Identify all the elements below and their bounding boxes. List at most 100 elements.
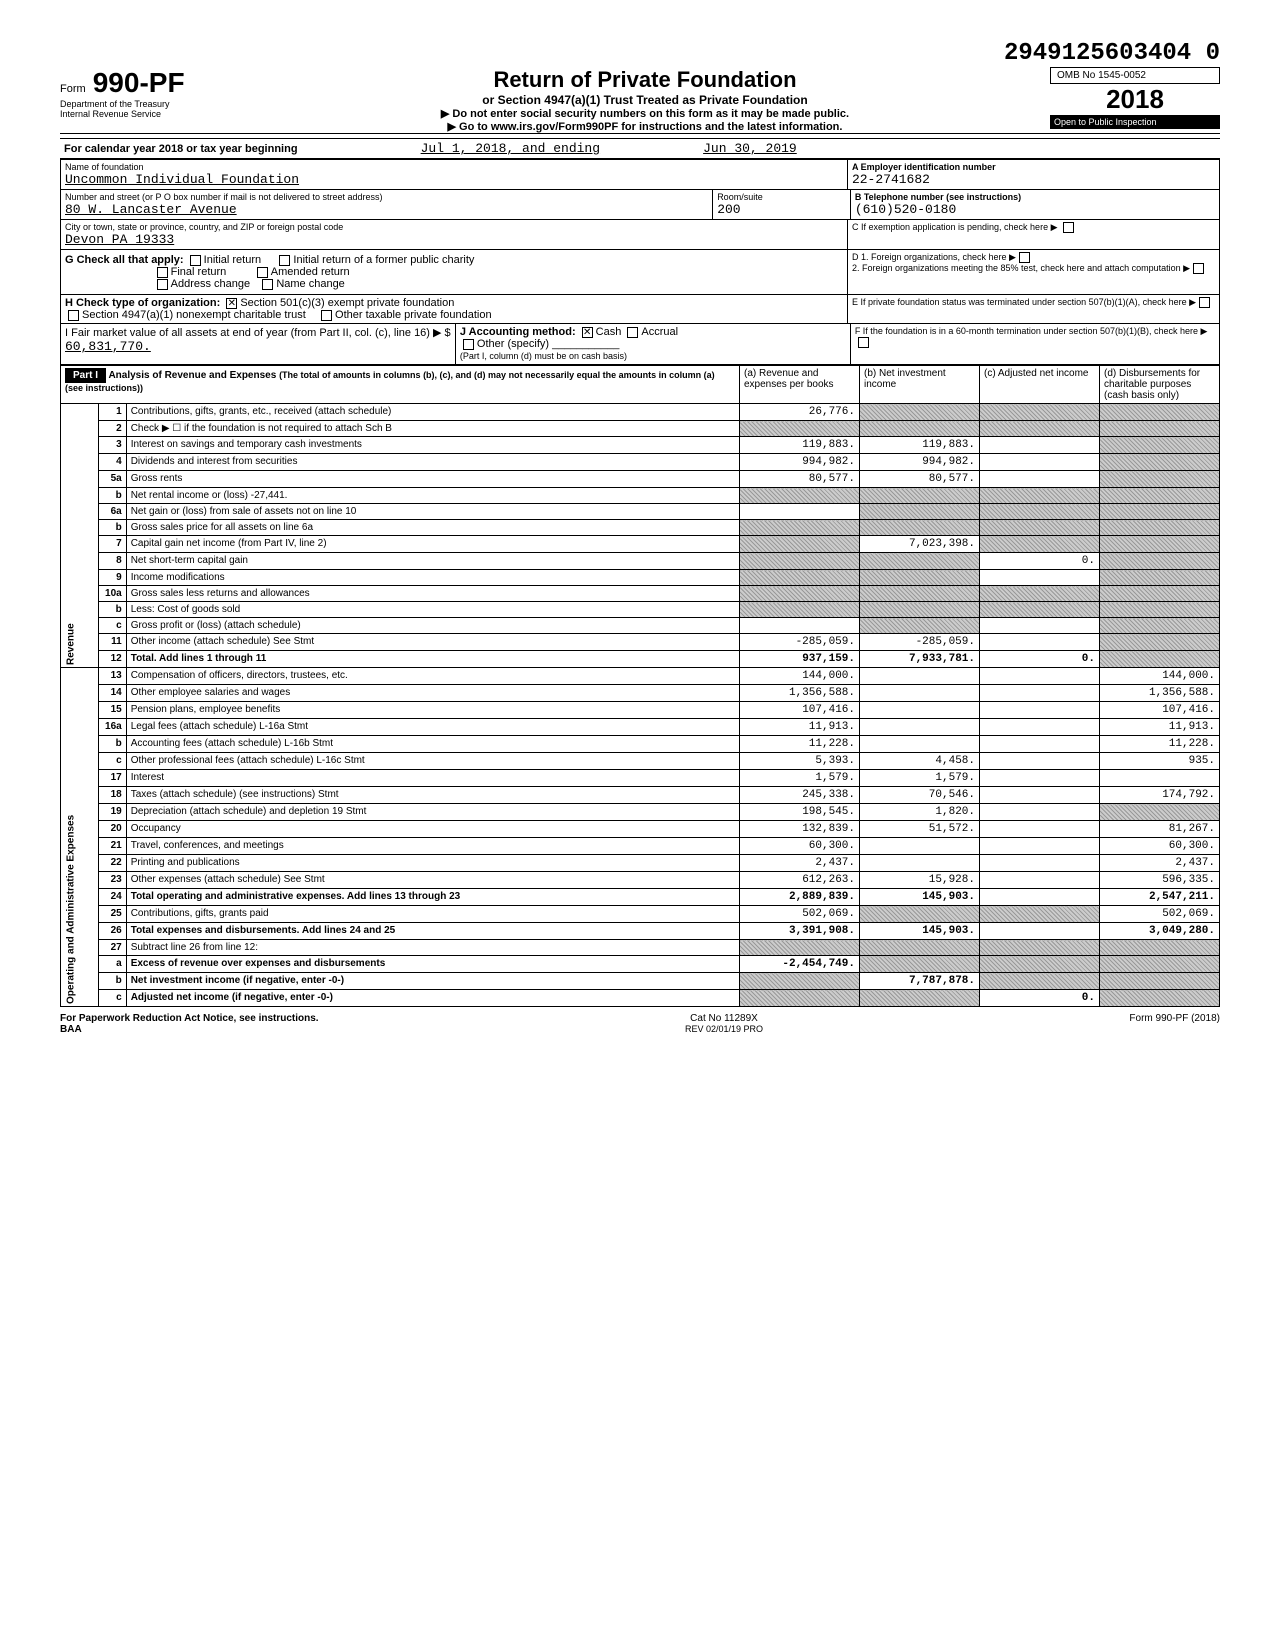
cell-col-d (1100, 553, 1220, 570)
h-label: H Check type of organization: (65, 297, 220, 309)
j-other: Other (specify) (477, 338, 549, 350)
line-number: b (98, 488, 126, 504)
cell-col-b (860, 404, 980, 421)
cell-col-b (860, 504, 980, 520)
cell-col-d: 60,300. (1100, 838, 1220, 855)
cell-col-c (980, 668, 1100, 685)
table-row: 6aNet gain or (loss) from sale of assets… (61, 504, 1220, 520)
cell-col-a: 994,982. (740, 454, 860, 471)
j-cash-checkbox[interactable] (582, 327, 593, 338)
line-number: b (98, 520, 126, 536)
cell-col-d (1100, 770, 1220, 787)
c-label: C If exemption application is pending, c… (852, 222, 1215, 233)
dept-treasury: Department of the Treasury (60, 99, 240, 109)
g-addr-change-checkbox[interactable] (157, 279, 168, 290)
line-number: 12 (98, 651, 126, 668)
line-number: 1 (98, 404, 126, 421)
cell-col-b (860, 553, 980, 570)
cell-col-a: 2,437. (740, 855, 860, 872)
line-number: 22 (98, 855, 126, 872)
g-final-checkbox[interactable] (157, 267, 168, 278)
line-description: Subtract line 26 from line 12: (126, 940, 739, 956)
cell-col-b (860, 586, 980, 602)
table-row: 2Check ▶ ☐ if the foundation is not requ… (61, 421, 1220, 437)
footer-rev: REV 02/01/19 PRO (685, 1024, 763, 1034)
cell-col-b (860, 602, 980, 618)
f-checkbox[interactable] (858, 337, 869, 348)
line-number: 6a (98, 504, 126, 520)
cell-col-c (980, 404, 1100, 421)
cell-col-b (860, 421, 980, 437)
dept-irs: Internal Revenue Service (60, 109, 240, 119)
table-row: 8Net short-term capital gain0. (61, 553, 1220, 570)
h-501c3-checkbox[interactable] (226, 298, 237, 309)
line-description: Printing and publications (126, 855, 739, 872)
part1-header: Part I (65, 368, 106, 383)
cell-col-a: 245,338. (740, 787, 860, 804)
cell-col-d (1100, 504, 1220, 520)
part1-title: Analysis of Revenue and Expenses (108, 370, 276, 381)
table-row: cGross profit or (loss) (attach schedule… (61, 618, 1220, 634)
table-row: 4Dividends and interest from securities9… (61, 454, 1220, 471)
d2-checkbox[interactable] (1193, 263, 1204, 274)
line-description: Other expenses (attach schedule) See Stm… (126, 872, 739, 889)
cell-col-d (1100, 651, 1220, 668)
line-number: c (98, 753, 126, 770)
line-description: Total operating and administrative expen… (126, 889, 739, 906)
cell-col-a (740, 586, 860, 602)
addr-label: Number and street (or P O box number if … (65, 192, 708, 202)
c-checkbox[interactable] (1063, 222, 1074, 233)
line-number: 11 (98, 634, 126, 651)
j-other-checkbox[interactable] (463, 339, 474, 350)
line-description: Adjusted net income (if negative, enter … (126, 990, 739, 1007)
j-accrual-checkbox[interactable] (627, 327, 638, 338)
cell-col-a: 107,416. (740, 702, 860, 719)
cell-col-b (860, 685, 980, 702)
cell-col-c (980, 437, 1100, 454)
g-addr-change: Address change (171, 278, 251, 290)
f-label: F If the foundation is in a 60-month ter… (855, 326, 1215, 348)
cell-col-b (860, 906, 980, 923)
form-label: Form (60, 83, 86, 95)
line-number: 4 (98, 454, 126, 471)
cell-col-a (740, 421, 860, 437)
table-row: 21Travel, conferences, and meetings60,30… (61, 838, 1220, 855)
line-number: 9 (98, 570, 126, 586)
year-begin: Jul 1, 2018, and ending (421, 141, 600, 156)
form-number: 990-PF (93, 67, 185, 98)
cell-col-a: 198,545. (740, 804, 860, 821)
cell-col-c: 0. (980, 651, 1100, 668)
d1-label: D 1. Foreign organizations, check here ▶ (852, 252, 1215, 263)
foundation-name: Uncommon Individual Foundation (65, 172, 843, 187)
g-name-change-checkbox[interactable] (262, 279, 273, 290)
col-d-header: (d) Disbursements for charitable purpose… (1100, 366, 1220, 404)
g-amended-checkbox[interactable] (257, 267, 268, 278)
d1-checkbox[interactable] (1019, 252, 1030, 263)
line-number: 27 (98, 940, 126, 956)
table-row: 20Occupancy132,839.51,572.81,267. (61, 821, 1220, 838)
h-other-checkbox[interactable] (321, 310, 332, 321)
cell-col-d: 1,356,588. (1100, 685, 1220, 702)
line-description: Travel, conferences, and meetings (126, 838, 739, 855)
g-initial-checkbox[interactable] (190, 255, 201, 266)
line-number: 2 (98, 421, 126, 437)
city-label: City or town, state or province, country… (65, 222, 843, 232)
line-number: 16a (98, 719, 126, 736)
line-description: Depreciation (attach schedule) and deple… (126, 804, 739, 821)
cell-col-c (980, 520, 1100, 536)
col-c-header: (c) Adjusted net income (980, 366, 1100, 404)
line-number: 20 (98, 821, 126, 838)
cell-col-c (980, 956, 1100, 973)
cell-col-c (980, 872, 1100, 889)
table-row: 24Total operating and administrative exp… (61, 889, 1220, 906)
form-subtitle: or Section 4947(a)(1) Trust Treated as P… (240, 93, 1050, 107)
line-number: b (98, 973, 126, 990)
room-value: 200 (717, 202, 846, 217)
cell-col-d: 81,267. (1100, 821, 1220, 838)
e-checkbox[interactable] (1199, 297, 1210, 308)
cell-col-c: 0. (980, 990, 1100, 1007)
h-4947-checkbox[interactable] (68, 310, 79, 321)
g-initial-former-checkbox[interactable] (279, 255, 290, 266)
cell-col-b: -285,059. (860, 634, 980, 651)
line-number: 10a (98, 586, 126, 602)
